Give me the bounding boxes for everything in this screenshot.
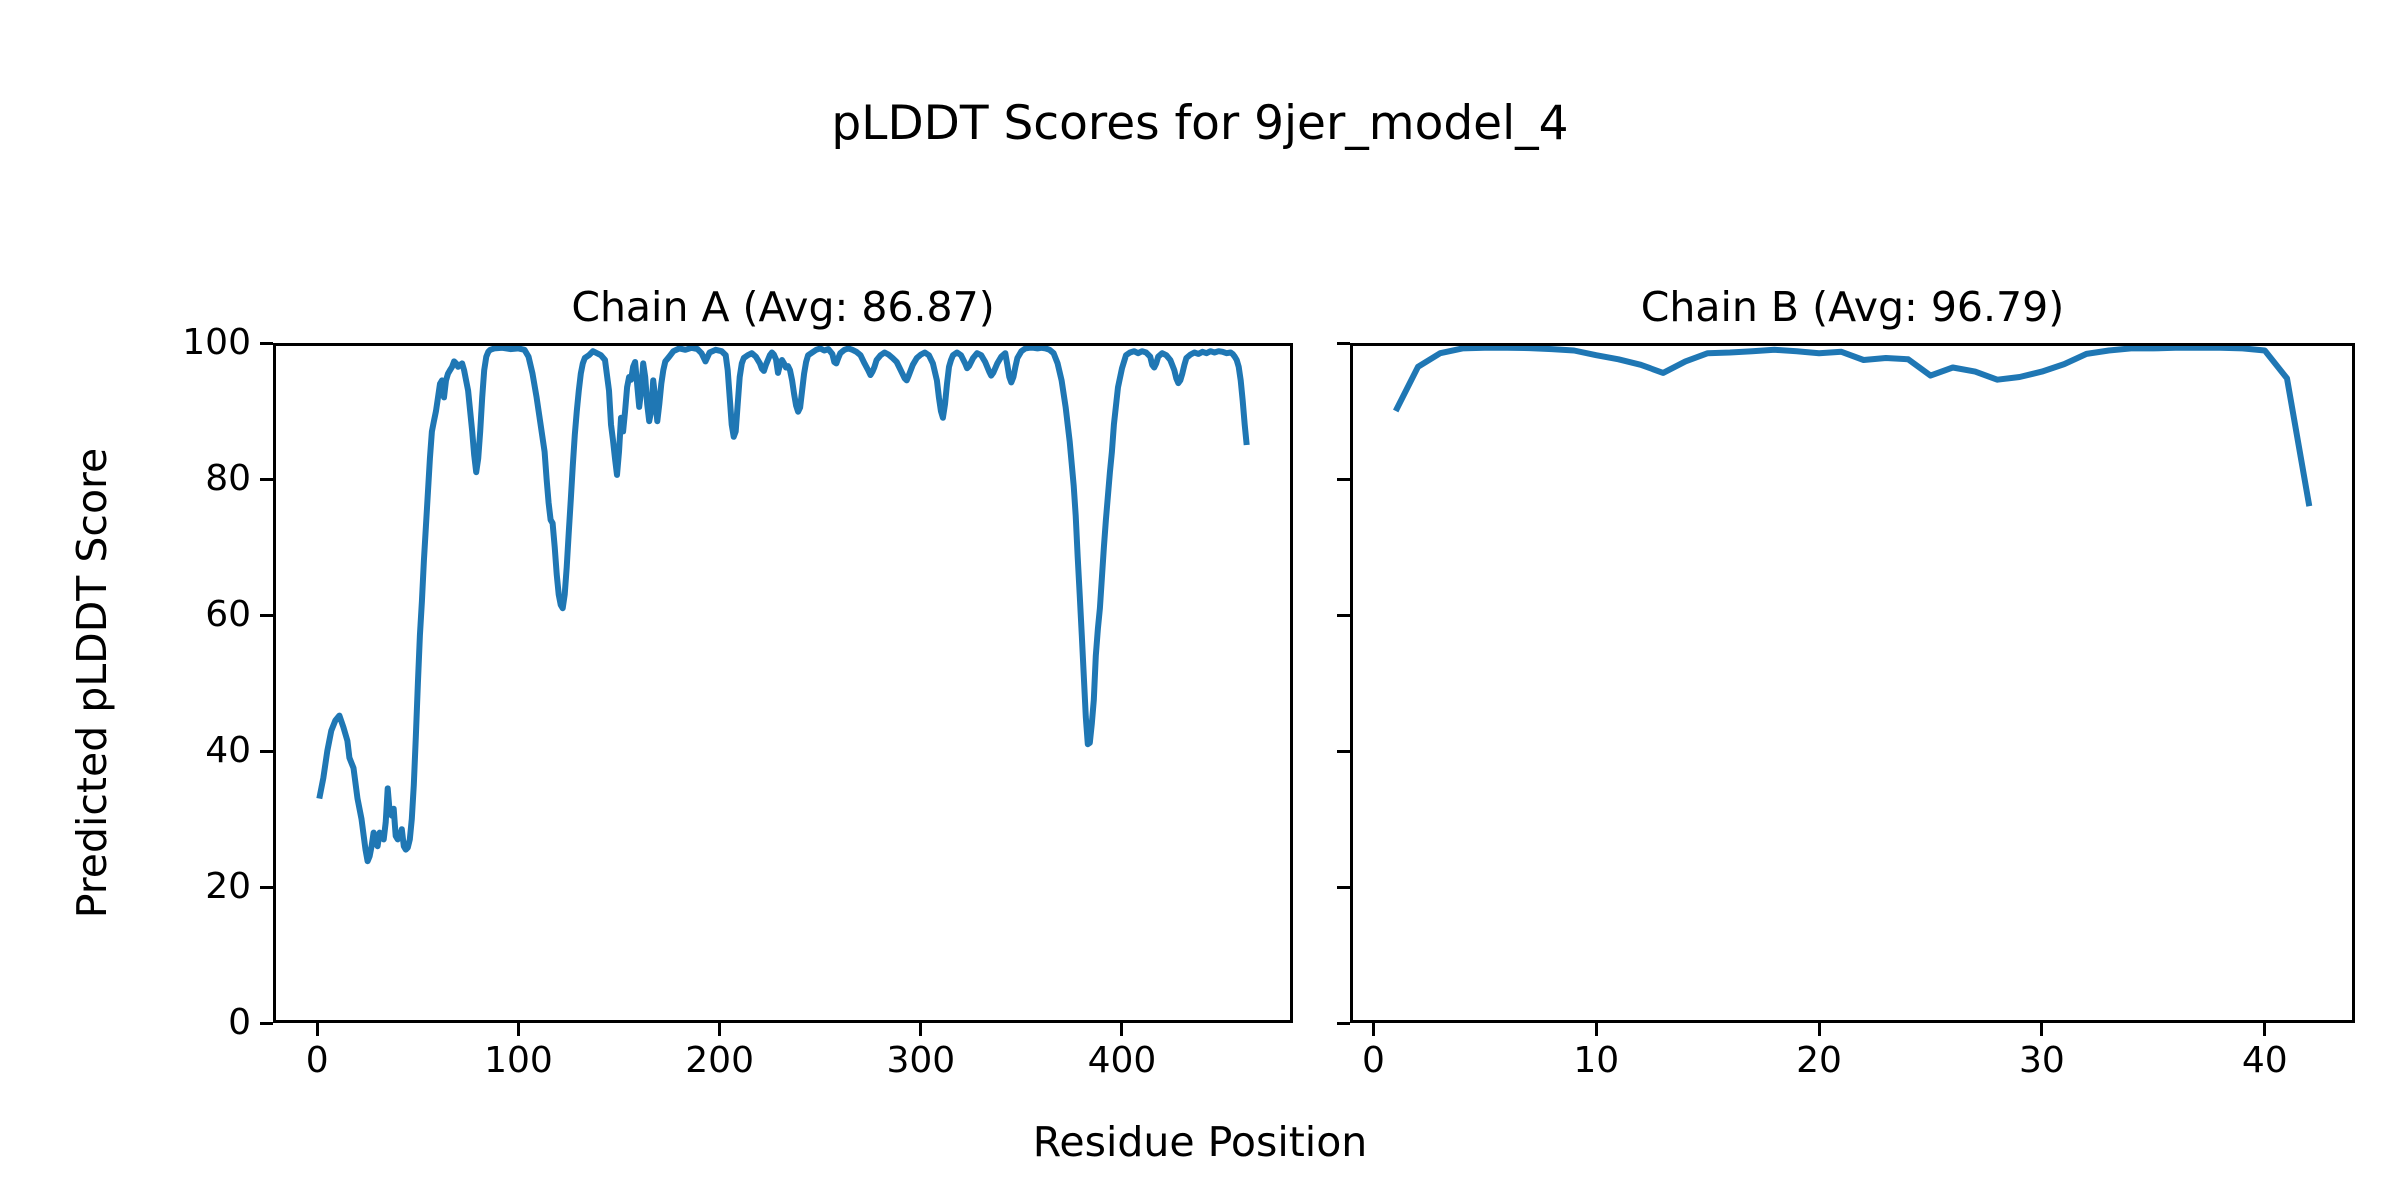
x-tick-mark bbox=[516, 1023, 520, 1036]
x-tick-mark bbox=[2040, 1023, 2044, 1036]
y-tick-label: 80 bbox=[205, 458, 251, 499]
y-tick-mark bbox=[1337, 885, 1350, 889]
x-tick-mark bbox=[718, 1023, 722, 1036]
y-tick-label: 20 bbox=[205, 866, 251, 907]
axes-chain-b: Chain B (Avg: 96.79) 0 10 20 30 40 bbox=[1337, 283, 2355, 1079]
plddt-line bbox=[1393, 344, 2313, 507]
x-tick-mark bbox=[1817, 1023, 1821, 1036]
y-tick-label: 0 bbox=[228, 1002, 251, 1043]
chain-b-title: Chain B (Avg: 96.79) bbox=[1640, 283, 2065, 331]
x-tick-label: 40 bbox=[2241, 1040, 2288, 1081]
x-tick-label: 10 bbox=[1573, 1040, 1620, 1081]
y-tick-mark bbox=[260, 885, 273, 889]
figure-suptitle: pLDDT Scores for 9jer_model_4 bbox=[831, 96, 1569, 151]
y-tick-mark bbox=[260, 613, 273, 617]
y-tick-mark bbox=[260, 477, 273, 481]
y-tick-label: 60 bbox=[205, 594, 251, 635]
chain-b-line-plot bbox=[1393, 344, 2313, 507]
chain-a-title: Chain A (Avg: 86.87) bbox=[571, 283, 995, 331]
y-tick-mark bbox=[260, 341, 273, 345]
x-tick-label: 0 bbox=[1361, 1040, 1385, 1081]
x-tick-mark bbox=[1371, 1023, 1375, 1036]
x-tick-label: 30 bbox=[2019, 1040, 2065, 1081]
x-tick-label: 200 bbox=[685, 1040, 754, 1081]
x-tick-mark bbox=[919, 1023, 923, 1036]
x-tick-mark bbox=[2263, 1023, 2267, 1036]
y-tick-mark bbox=[1337, 1021, 1350, 1025]
x-tick-label: 300 bbox=[886, 1040, 956, 1081]
chain-a-line-plot bbox=[316, 344, 1250, 865]
axes-chain-a: Chain A (Avg: 86.87) 0 100 200 300 400 0 20 40 6… bbox=[182, 283, 1293, 1079]
x-tick-label: 400 bbox=[1087, 1040, 1157, 1081]
y-tick-mark bbox=[260, 1021, 273, 1025]
y-tick-mark bbox=[260, 749, 273, 753]
x-axis-label: Residue Position bbox=[1032, 1118, 1368, 1166]
x-tick-mark bbox=[1594, 1023, 1598, 1036]
plddt-line bbox=[316, 344, 1250, 865]
x-tick-label: 0 bbox=[305, 1040, 329, 1081]
y-axis-label: Predicted pLDDT Score bbox=[68, 447, 116, 919]
x-tick-label: 100 bbox=[484, 1040, 553, 1081]
x-tick-label: 20 bbox=[1796, 1040, 1842, 1081]
y-tick-mark bbox=[1337, 749, 1350, 753]
y-tick-label: 100 bbox=[182, 322, 251, 363]
y-tick-mark bbox=[1337, 341, 1350, 345]
x-tick-mark bbox=[315, 1023, 319, 1036]
y-tick-label: 40 bbox=[205, 730, 251, 771]
y-tick-mark bbox=[1337, 613, 1350, 617]
x-tick-mark bbox=[1120, 1023, 1124, 1036]
y-tick-mark bbox=[1337, 477, 1350, 481]
